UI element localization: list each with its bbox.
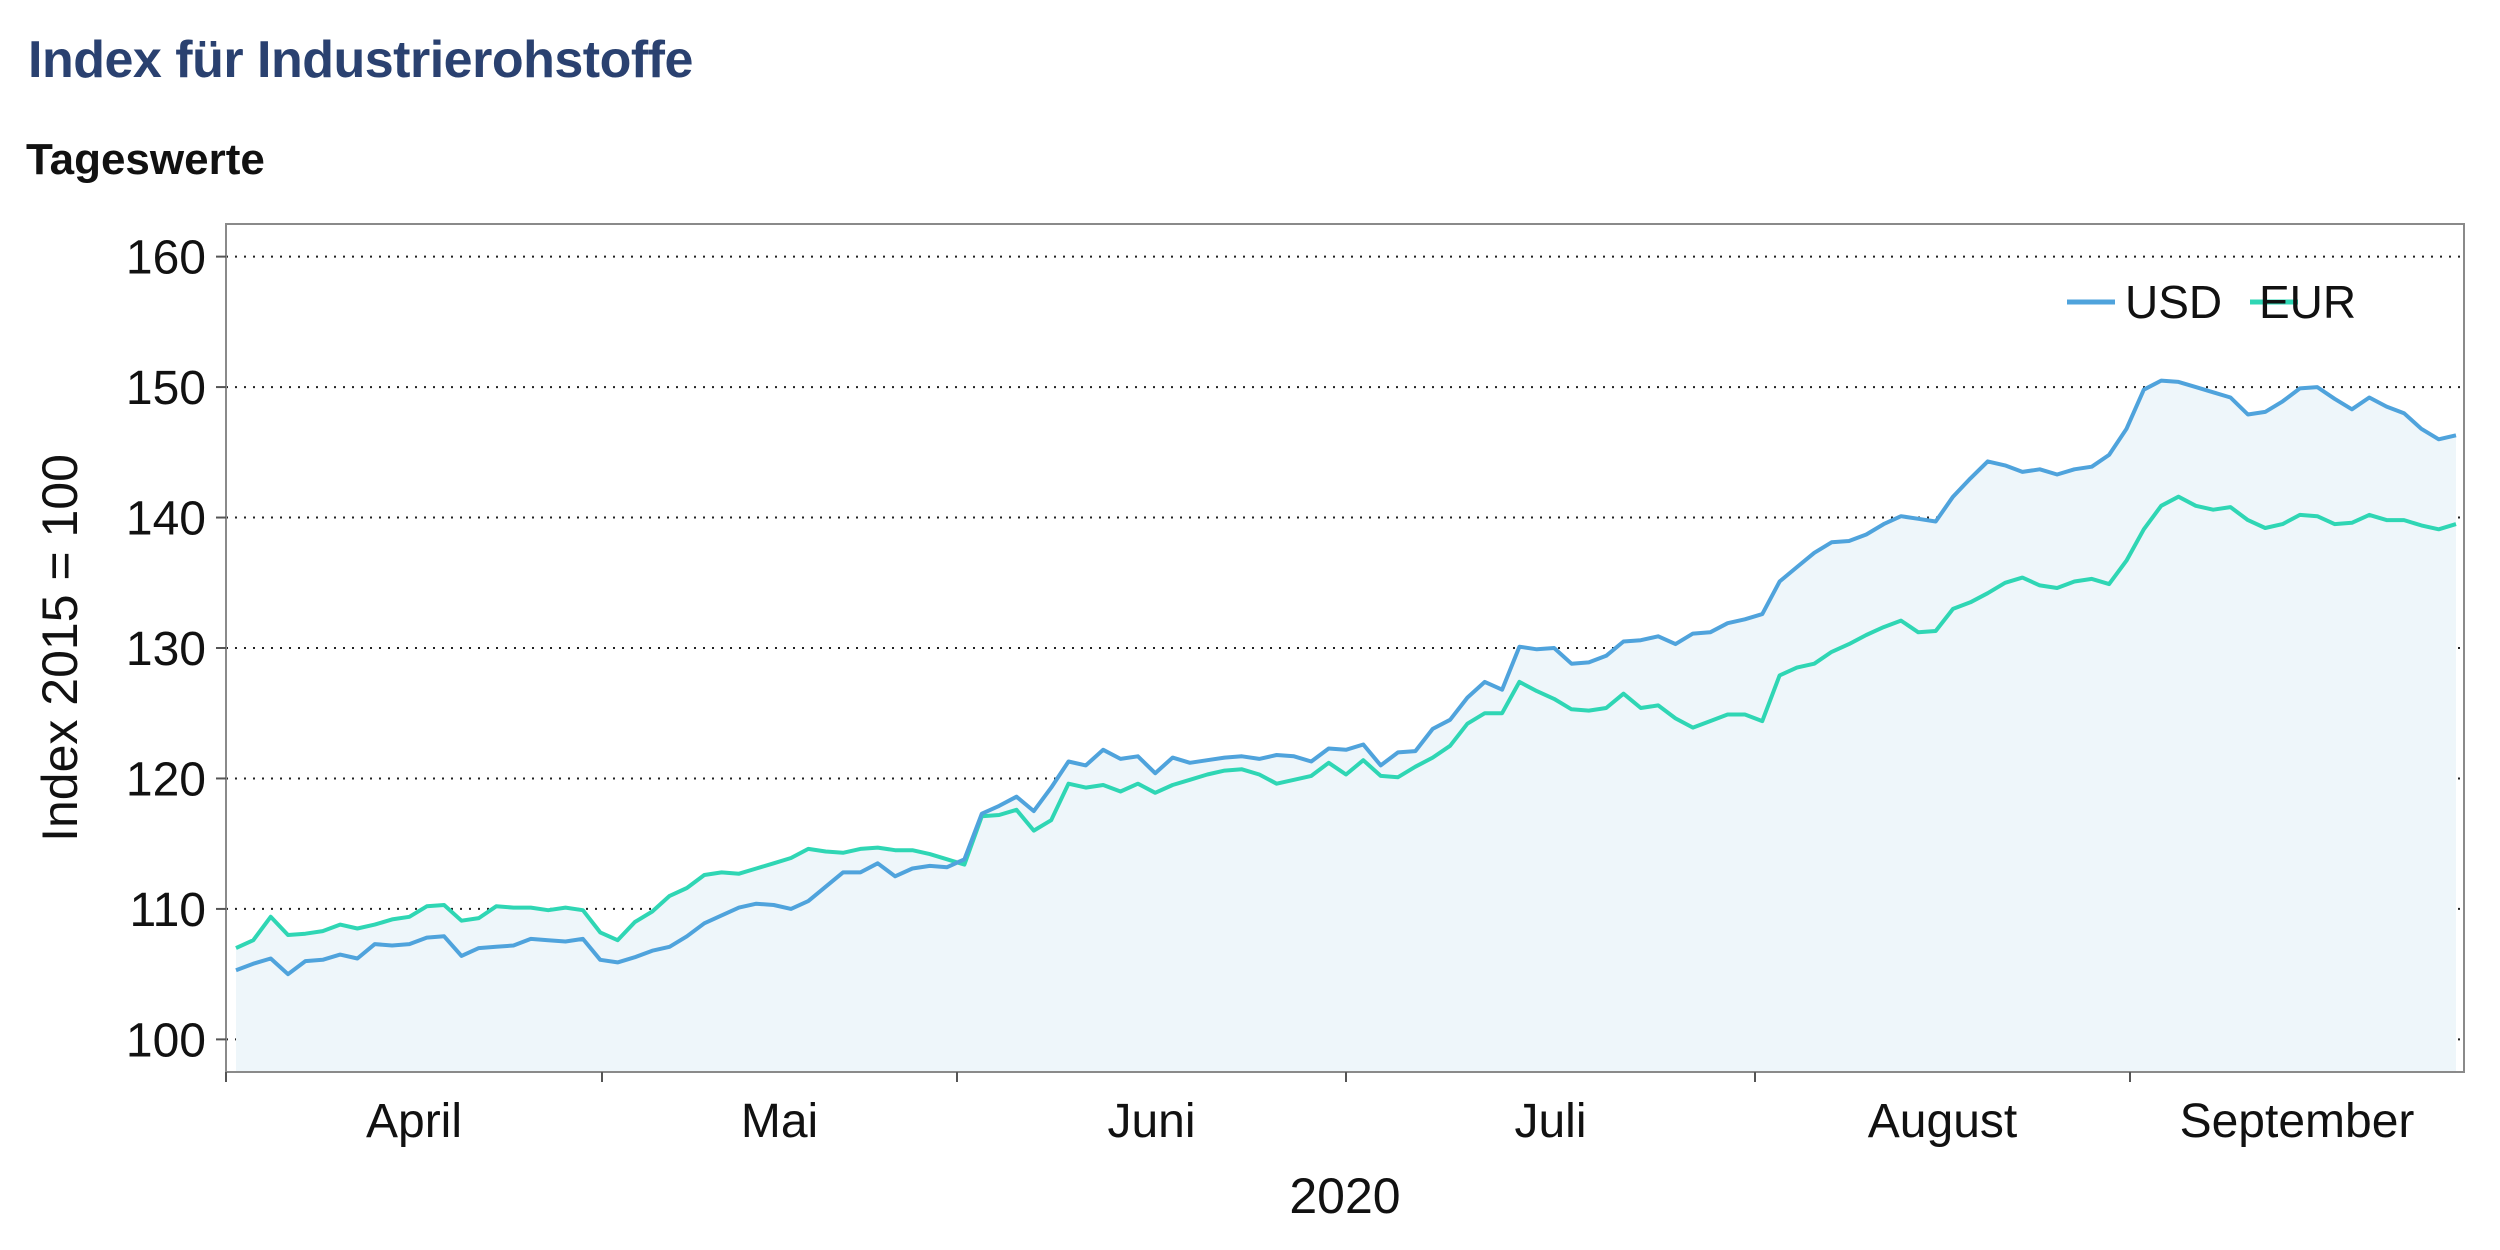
y-axis-label: Index 2015 = 100 xyxy=(32,454,88,842)
legend-label-usd: USD xyxy=(2125,276,2222,328)
y-tick-label: 110 xyxy=(129,884,206,937)
y-tick-label: 130 xyxy=(126,623,206,676)
y-tick-label: 140 xyxy=(126,493,206,546)
series-line-eur xyxy=(235,494,2457,950)
chart-subtitle: Tageswerte xyxy=(26,135,265,184)
x-tick-label: Mai xyxy=(741,1095,818,1148)
area-fill xyxy=(236,380,2456,1073)
x-tick-label: April xyxy=(366,1095,462,1148)
y-tick-label: 160 xyxy=(126,232,206,285)
x-tick-label: Juli xyxy=(1514,1095,1586,1148)
x-tick-label: August xyxy=(1868,1095,2017,1148)
y-tick-label: 100 xyxy=(126,1014,206,1067)
y-tick-label: 120 xyxy=(126,753,206,806)
series-line-usd xyxy=(235,378,2457,977)
legend-label-eur: EUR xyxy=(2259,276,2356,328)
x-tick-label: Juni xyxy=(1107,1095,1195,1148)
x-tick-label: September xyxy=(2180,1095,2415,1148)
x-axis-label: 2020 xyxy=(1289,1168,1400,1224)
legend: USD EUR xyxy=(2067,276,2356,328)
y-tick-label: 150 xyxy=(126,362,206,415)
chart-title: Index für Industrierohstoffe xyxy=(28,31,693,89)
